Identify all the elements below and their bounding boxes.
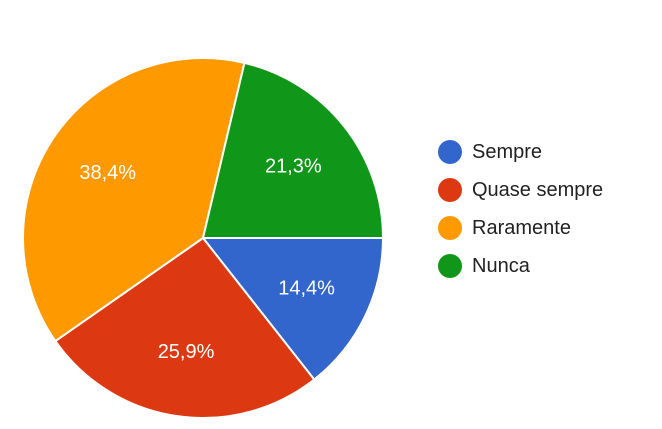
slice-label-quase-sempre: 25,9%: [158, 341, 215, 363]
chart-legend: Sempre Quase sempre Raramente Nunca: [438, 140, 603, 278]
slice-label-raramente: 38,4%: [79, 162, 136, 184]
legend-swatch-raramente: [438, 216, 462, 240]
pie-slice-raramente[interactable]: [22, 57, 246, 343]
legend-label-raramente: Raramente: [472, 216, 571, 239]
legend-swatch-nunca: [438, 254, 462, 278]
legend-label-sempre: Sempre: [472, 140, 543, 163]
legend-swatch-quase-sempre: [438, 178, 462, 202]
pie-slice-quase-sempre[interactable]: [54, 236, 316, 419]
legend-item-raramente[interactable]: Raramente: [438, 216, 603, 240]
legend-item-nunca[interactable]: Nunca: [438, 254, 603, 278]
slice-label-sempre: 14,4%: [278, 277, 335, 299]
pie-slice-sempre[interactable]: [200, 237, 385, 381]
slice-label-nunca: 21,3%: [265, 156, 322, 178]
pie-slice-nunca[interactable]: [201, 61, 385, 239]
legend-item-quase-sempre[interactable]: Quase sempre: [438, 178, 603, 202]
legend-label-nunca: Nunca: [472, 254, 530, 277]
legend-item-sempre[interactable]: Sempre: [438, 140, 603, 164]
legend-label-quase-sempre: Quase sempre: [472, 178, 604, 201]
legend-swatch-sempre: [438, 140, 462, 164]
